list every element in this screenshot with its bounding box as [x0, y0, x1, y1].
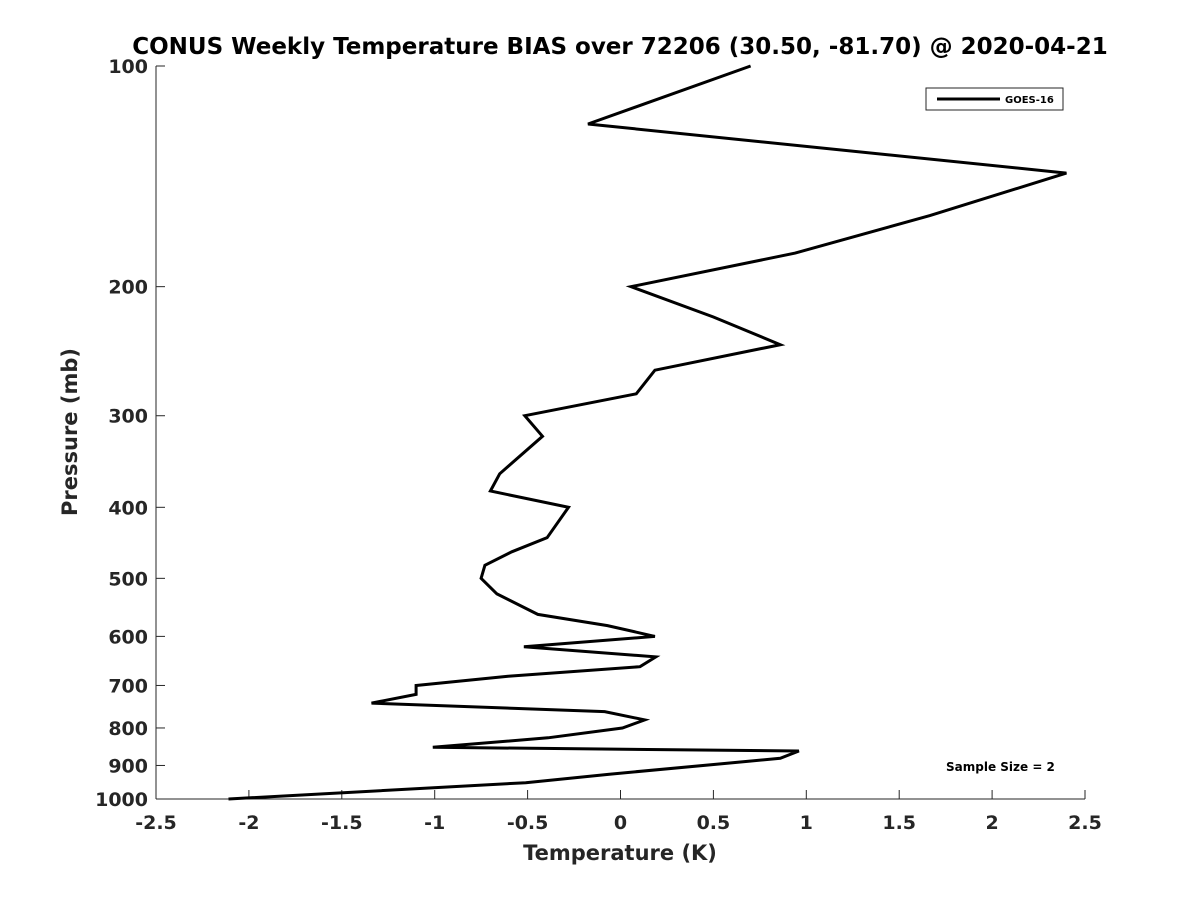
axes — [155, 65, 1086, 800]
x-tick-label: 2 — [985, 812, 998, 834]
y-axis-label: Pressure (mb) — [58, 348, 82, 516]
x-tick-label: 0.5 — [697, 812, 731, 834]
y-tick-label: 700 — [108, 675, 148, 697]
x-tick-label: -2.5 — [135, 812, 177, 834]
x-tick-label: 1.5 — [882, 812, 916, 834]
y-tick-label: 500 — [108, 568, 148, 590]
series-line-goes-16 — [228, 64, 1067, 801]
x-tick-label: 0 — [614, 812, 627, 834]
y-tick-label: 400 — [108, 497, 148, 519]
x-tick-label: -2 — [238, 812, 259, 834]
x-tick-label: 1 — [800, 812, 813, 834]
series-group — [228, 64, 1067, 801]
chart-title: CONUS Weekly Temperature BIAS over 72206… — [132, 34, 1107, 60]
y-tick-label: 300 — [108, 406, 148, 428]
tick-labels: -2.5 -2 -1.5 -1 -0.5 0 0.5 1 1.5 2 2.5 100 200 300 400… — [95, 56, 1102, 834]
x-tick-label: -1.5 — [321, 812, 363, 834]
y-tick-label: 1000 — [95, 789, 148, 811]
y-tick-label: 900 — [108, 755, 148, 777]
x-tick-label: -0.5 — [507, 812, 549, 834]
y-tick-label: 200 — [108, 277, 148, 299]
x-tick-label: 2.5 — [1068, 812, 1102, 834]
legend: GOES-16 — [925, 87, 1064, 111]
x-axis-label: Temperature (K) — [523, 841, 717, 865]
x-tick-label: -1 — [424, 812, 445, 834]
y-tick-label: 600 — [108, 626, 148, 648]
legend-label-goes-16: GOES-16 — [1005, 95, 1054, 106]
sample-size-annotation: Sample Size = 2 — [946, 760, 1055, 774]
y-tick-label: 100 — [108, 56, 148, 78]
y-tick-label: 800 — [108, 718, 148, 740]
